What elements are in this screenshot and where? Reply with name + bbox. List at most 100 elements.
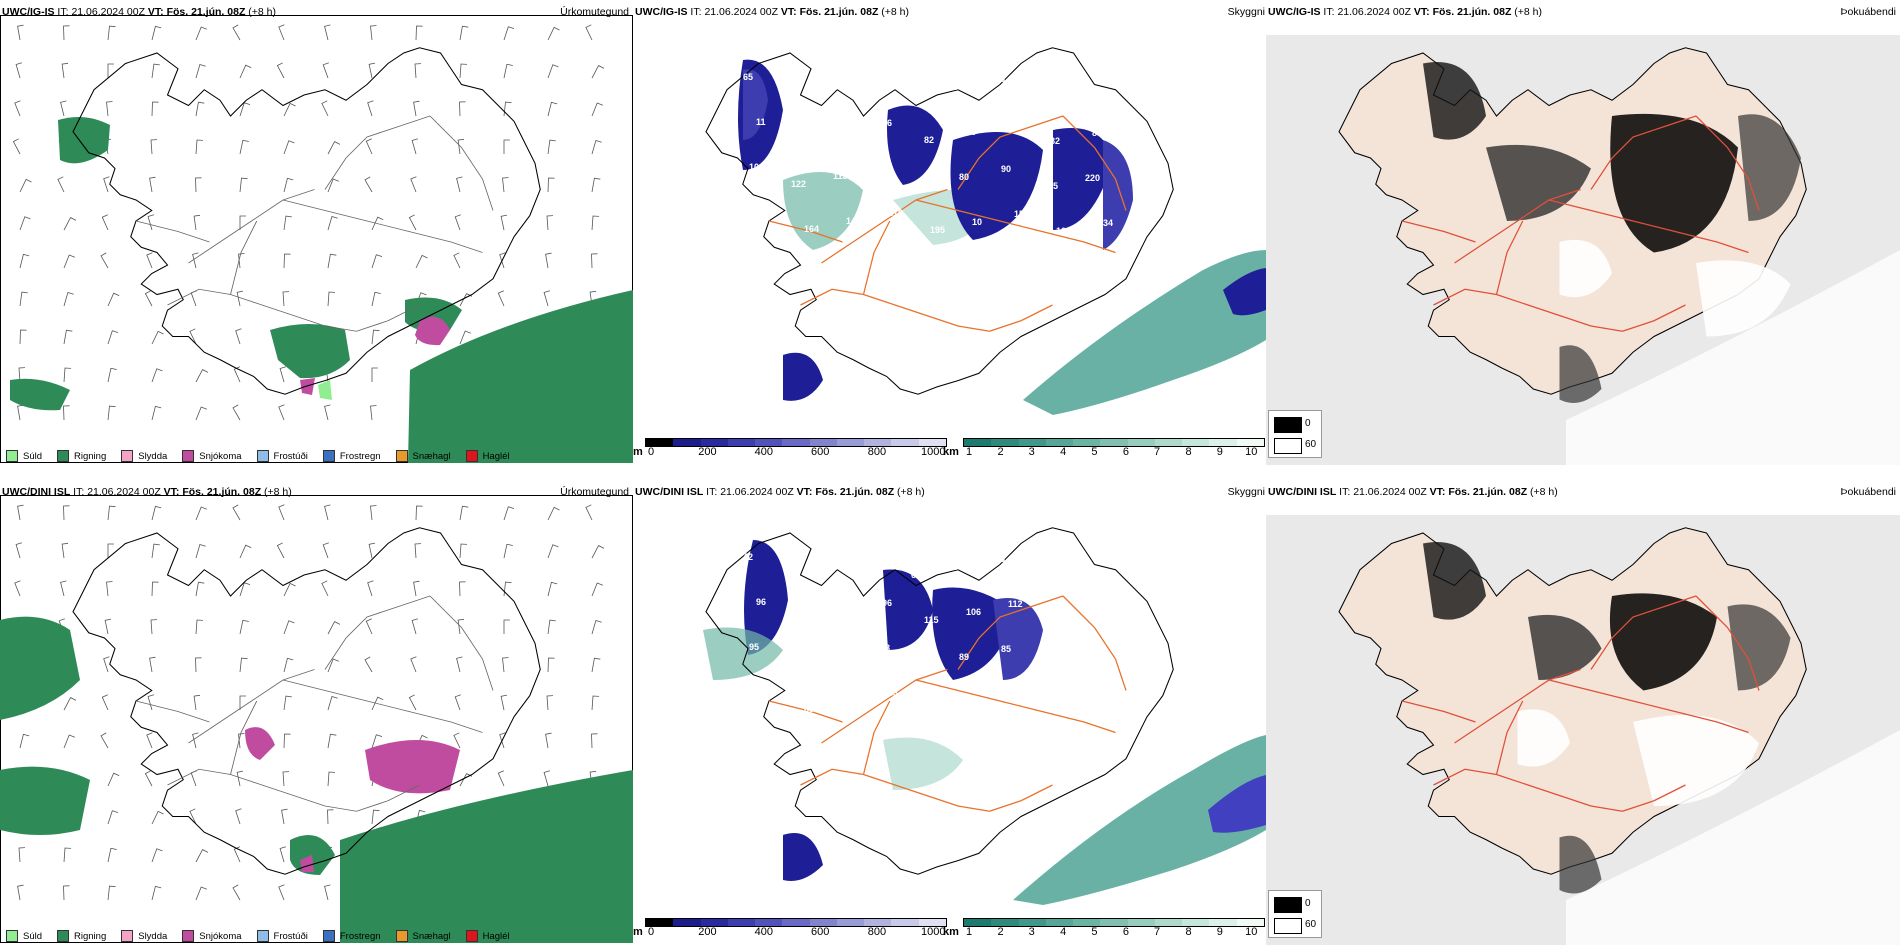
wind-barb bbox=[459, 505, 469, 521]
cloud-base-value: 117 bbox=[1092, 608, 1107, 618]
cloud-base-value: 106 bbox=[966, 607, 981, 617]
cloud-base-value: 54 bbox=[953, 82, 963, 92]
wind-barb bbox=[282, 291, 290, 307]
colorbar-tick: 5 bbox=[1091, 446, 1098, 458]
wind-barb bbox=[591, 253, 598, 269]
precip-legend-item: Haglél bbox=[465, 930, 510, 942]
panel-title: Úrkomutegund bbox=[560, 486, 629, 498]
wind-barb bbox=[107, 847, 117, 863]
precip-legend-item: Snjókoma bbox=[182, 930, 242, 942]
wind-barb bbox=[546, 695, 554, 711]
wind-barb bbox=[232, 404, 241, 421]
wind-barb bbox=[591, 102, 603, 117]
road-network bbox=[135, 595, 494, 812]
fog-map-row2 bbox=[1266, 515, 1900, 945]
cloud-base-value: 918 bbox=[923, 270, 938, 280]
precip-legend-item: Snjókoma bbox=[182, 450, 242, 462]
cloud-base-value: 241 bbox=[930, 705, 945, 715]
cloud-base-value: 216 bbox=[888, 208, 903, 218]
wind-barb bbox=[15, 542, 23, 559]
wind-barb bbox=[283, 657, 294, 673]
cloud-base-value: 122 bbox=[791, 179, 806, 189]
cloud-base-unit: m bbox=[633, 446, 643, 458]
cloud-base-value: 102 bbox=[1079, 563, 1094, 573]
cloud-base-value: 220 bbox=[1085, 173, 1100, 183]
cloud-base-value: 86 bbox=[882, 118, 892, 128]
cloud-base-panel-row2: 42 60 55 91 64 54 33 51 102 96 104 96 96 115 106 112 100… bbox=[633, 480, 1266, 950]
wind-barb bbox=[459, 543, 468, 559]
cloud-base-unit: m bbox=[633, 926, 643, 938]
colorbar-tick: 6 bbox=[1122, 926, 1129, 938]
cloud-base-colorbar bbox=[645, 918, 947, 927]
wind-barb bbox=[107, 405, 116, 421]
colorbar-segment bbox=[964, 919, 992, 926]
wind-barb bbox=[371, 254, 383, 269]
precip-legend: Súld Rigning Slydda Snjókoma Frostúði Frostre… bbox=[6, 930, 510, 942]
colorbar-segment bbox=[1236, 439, 1264, 446]
wind-barb bbox=[457, 138, 465, 155]
colorbar-tick: 3 bbox=[1028, 926, 1035, 938]
wind-barb bbox=[195, 139, 204, 155]
road-network bbox=[768, 595, 1127, 812]
wind-barb bbox=[12, 138, 21, 155]
wind-barb bbox=[413, 100, 420, 117]
colorbar-tick: 200 bbox=[698, 926, 717, 938]
colorbar-segment bbox=[1182, 439, 1210, 446]
wind-barb bbox=[327, 141, 341, 155]
fog-legend-swatch-60 bbox=[1274, 918, 1302, 934]
cloud-base-value: 61 bbox=[827, 81, 837, 91]
wind-barb bbox=[591, 620, 602, 635]
panel-header: UWC/DINI ISL IT: 21.06.2024 00Z VT: Fös.… bbox=[1268, 486, 1558, 498]
colorbar-tick: 600 bbox=[811, 926, 830, 938]
precip-type-panel-row1: UWC/IG-IS IT: 21.06.2024 00Z VT: Fös. 21… bbox=[0, 0, 633, 470]
wind-barb bbox=[591, 177, 601, 193]
wind-barb bbox=[19, 216, 31, 231]
wind-barb bbox=[193, 214, 201, 231]
wind-barb bbox=[144, 770, 153, 787]
colorbar-segment bbox=[1018, 439, 1046, 446]
colorbar-segment bbox=[727, 439, 756, 446]
wind-barb bbox=[327, 696, 338, 711]
cloud-base-value: 28 bbox=[995, 74, 1005, 84]
wind-barb bbox=[503, 581, 512, 597]
colorbar-segment bbox=[646, 439, 674, 446]
wind-barb bbox=[327, 658, 339, 673]
wind-barb bbox=[503, 63, 513, 79]
visibility-unit: km bbox=[943, 446, 959, 458]
cloud-base-value: 65 bbox=[743, 72, 753, 82]
wind-barb bbox=[547, 506, 560, 521]
colorbar-segment bbox=[782, 439, 810, 446]
colorbar-segment bbox=[1127, 919, 1155, 926]
wind-barb bbox=[591, 140, 602, 155]
wind-barb bbox=[232, 24, 241, 41]
wind-barb bbox=[502, 657, 509, 673]
wind-barb bbox=[278, 404, 285, 421]
cloud-base-value: 83 bbox=[1092, 128, 1102, 138]
cloud-base-value: 54 bbox=[953, 562, 963, 572]
wind-barb bbox=[192, 252, 199, 269]
precip-map-row2 bbox=[0, 504, 633, 943]
wind-barb bbox=[459, 25, 469, 41]
panel-title: Úrkomutegund bbox=[560, 6, 629, 18]
colorbar-tick: 7 bbox=[1154, 446, 1161, 458]
colorbar-segment bbox=[1127, 439, 1155, 446]
colorbar-tick: 8 bbox=[1185, 926, 1192, 938]
wind-barb bbox=[107, 810, 119, 825]
precip-areas bbox=[0, 616, 633, 943]
precip-legend-label: Snjókoma bbox=[199, 930, 242, 942]
wind-barb bbox=[17, 884, 24, 901]
wind-barb bbox=[591, 695, 600, 711]
wind-barb bbox=[324, 504, 331, 521]
wind-barb bbox=[368, 62, 376, 79]
wind-barb bbox=[459, 330, 471, 345]
wind-barb bbox=[17, 404, 24, 421]
wind-barb bbox=[151, 63, 160, 79]
cloud-base-value: 264 bbox=[1014, 689, 1029, 699]
wind-barb bbox=[457, 618, 465, 635]
precip-legend-item: Snæhagl bbox=[395, 450, 451, 462]
wind-barb bbox=[547, 619, 556, 635]
cloud-base-value: 90 bbox=[1001, 164, 1011, 174]
precip-legend-item: Frostúði bbox=[256, 930, 308, 942]
wind-barb bbox=[367, 100, 374, 117]
precip-legend-swatch bbox=[182, 450, 195, 462]
